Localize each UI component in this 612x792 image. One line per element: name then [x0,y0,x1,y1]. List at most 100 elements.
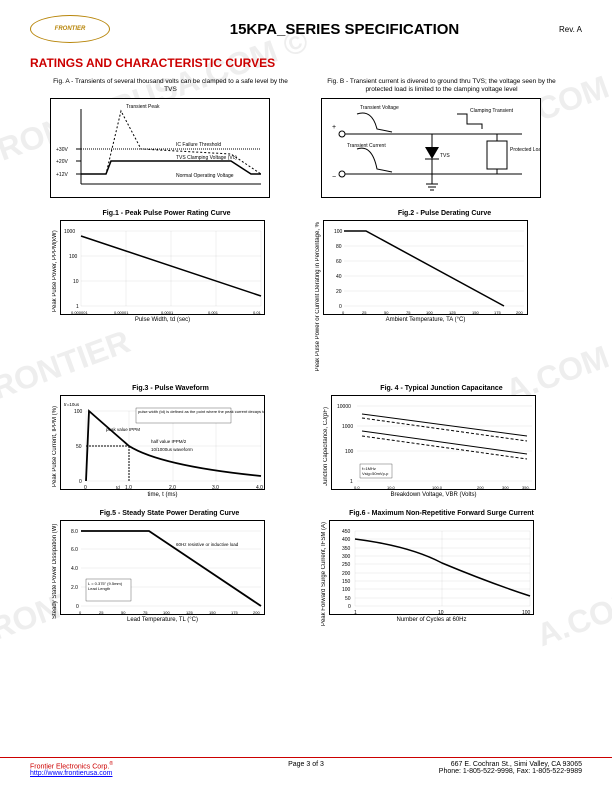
svg-text:350.: 350. [522,485,530,490]
fig4-ylabel: Junction Capacitance, CJ(pF) [321,395,331,498]
fig5-xlabel: Lead Temperature, TL (°C) [60,617,265,623]
svg-text:80: 80 [336,244,342,250]
svg-text:−: − [332,174,336,181]
svg-text:200: 200 [477,485,484,490]
svg-text:8.0: 8.0 [71,529,78,535]
svg-text:half value IPPM/2: half value IPPM/2 [151,439,187,444]
svg-text:75: 75 [143,610,148,615]
svg-text:40: 40 [336,274,342,280]
svg-text:0.000001: 0.000001 [71,310,88,315]
svg-text:peak value IPPM: peak value IPPM [106,427,140,432]
svg-text:0: 0 [84,485,87,490]
svg-text:150: 150 [209,610,216,615]
fig2-xlabel: Ambient Temperature, TA (°C) [323,317,528,323]
svg-text:10000: 10000 [337,404,351,410]
svg-text:td: td [116,485,120,490]
svg-text:175: 175 [231,610,238,615]
svg-text:tr=10us: tr=10us [64,402,80,407]
svg-text:0: 0 [79,610,82,615]
svg-text:25: 25 [362,310,367,315]
svg-text:1.0: 1.0 [125,485,132,490]
svg-text:50: 50 [384,310,389,315]
svg-text:50: 50 [121,610,126,615]
svg-text:+: + [332,124,336,131]
fig5-ylabel: Steady State Power Dissipation (W) [50,520,60,623]
svg-text:0: 0 [79,479,82,485]
svg-text:Clamping Transient: Clamping Transient [470,108,514,114]
svg-text:1000: 1000 [64,229,75,235]
fig6-xlabel: Number of Cycles at 60Hz [329,617,534,623]
revision: Rev. A [559,25,582,34]
fig4-title: Fig. 4 - Typical Junction Capacitance [321,385,562,392]
fig1-chart: 1000100101 0.0000010.000010.00010.0010.0… [60,220,265,315]
svg-text:0.0: 0.0 [354,485,360,490]
svg-text:200: 200 [516,310,523,315]
svg-text:Vsig=50mVp-p: Vsig=50mVp-p [362,471,389,476]
fig6-chart: 450400350300250200150100500 110100 [329,520,534,615]
svg-text:IC Failure Threshold: IC Failure Threshold [176,142,221,148]
svg-text:350: 350 [342,546,351,552]
fig-a-title: Fig. A - Transients of several thousand … [50,78,291,94]
section-heading: RATINGS AND CHARACTERISTIC CURVES [0,48,612,78]
svg-text:4.0: 4.0 [256,485,263,490]
fig6-title: Fig.6 - Maximum Non-Repetitive Forward S… [319,510,564,517]
svg-text:50: 50 [76,444,82,450]
fig5-title: Fig.5 - Steady State Power Derating Curv… [50,510,289,517]
footer-company: Frontier Electronics Corp.® http://www.f… [30,761,113,777]
svg-text:Normal Operating Voltage: Normal Operating Voltage [176,173,234,179]
svg-text:60: 60 [336,259,342,265]
svg-text:100: 100 [74,409,83,415]
svg-text:pulse width (td) is defined as: pulse width (td) is defined as the point… [138,409,265,414]
svg-text:200: 200 [253,610,260,615]
fig3-chart: 100 50 0 0 1.0 2.0 3.0 4.0 tr=10us td pulse wi… [60,395,265,490]
svg-text:Transient Voltage: Transient Voltage [360,105,399,111]
fig1-ylabel: Peak Pulse Power, PPPM(kW) [50,220,60,323]
svg-text:100: 100 [345,449,354,455]
svg-text:100: 100 [334,229,343,235]
svg-text:200: 200 [342,571,351,577]
svg-text:1: 1 [354,610,357,615]
svg-text:TVS: TVS [440,153,450,159]
svg-text:+20V: +20V [56,159,68,165]
svg-text:150: 150 [472,310,479,315]
svg-text:100: 100 [69,254,78,260]
svg-text:100: 100 [522,610,531,615]
svg-text:100: 100 [163,610,170,615]
svg-text:Protected Load: Protected Load [510,147,541,153]
fig6-ylabel: Peak Forward Surge Current, IFSM (A) [319,520,329,628]
svg-text:20: 20 [336,289,342,295]
svg-text:0.0001: 0.0001 [161,310,174,315]
svg-text:100: 100 [426,310,433,315]
svg-text:10/1000us waveform: 10/1000us waveform [151,447,193,452]
svg-text:250: 250 [342,562,351,568]
svg-text:10.0: 10.0 [387,485,396,490]
svg-text:3.0: 3.0 [212,485,219,490]
svg-text:+30V: +30V [56,147,68,153]
svg-text:0: 0 [348,604,351,610]
svg-text:125: 125 [186,610,193,615]
svg-text:0: 0 [342,310,345,315]
svg-text:60Hz resistive or inductive lo: 60Hz resistive or inductive load [176,542,239,547]
svg-text:10: 10 [73,279,79,285]
svg-text:0.01: 0.01 [253,310,262,315]
svg-text:400: 400 [342,537,351,543]
svg-text:Lead Length: Lead Length [88,586,110,591]
svg-text:1000: 1000 [342,424,353,430]
svg-text:1: 1 [350,479,353,485]
svg-text:6.0: 6.0 [71,547,78,553]
fig1-title: Fig.1 - Peak Pulse Power Rating Curve [50,210,283,217]
svg-text:125: 125 [449,310,456,315]
fig3-title: Fig.3 - Pulse Waveform [50,385,291,392]
page-title: 15KPA_SERIES SPECIFICATION [130,21,559,38]
svg-text:300: 300 [342,554,351,560]
svg-text:175: 175 [494,310,501,315]
svg-text:10: 10 [438,610,444,615]
svg-text:+12V: +12V [56,172,68,178]
svg-text:TVS Clamping Voltage (Vc): TVS Clamping Voltage (Vc) [176,155,237,161]
fig2-ylabel: Peak Pulse Power or Current Derating in … [313,220,323,373]
fig2-title: Fig.2 - Pulse Derating Curve [313,210,576,217]
footer-link[interactable]: http://www.frontierusa.com [30,770,112,777]
svg-text:2.0: 2.0 [169,485,176,490]
svg-text:Transient Current: Transient Current [347,143,386,149]
svg-text:150: 150 [342,579,351,585]
